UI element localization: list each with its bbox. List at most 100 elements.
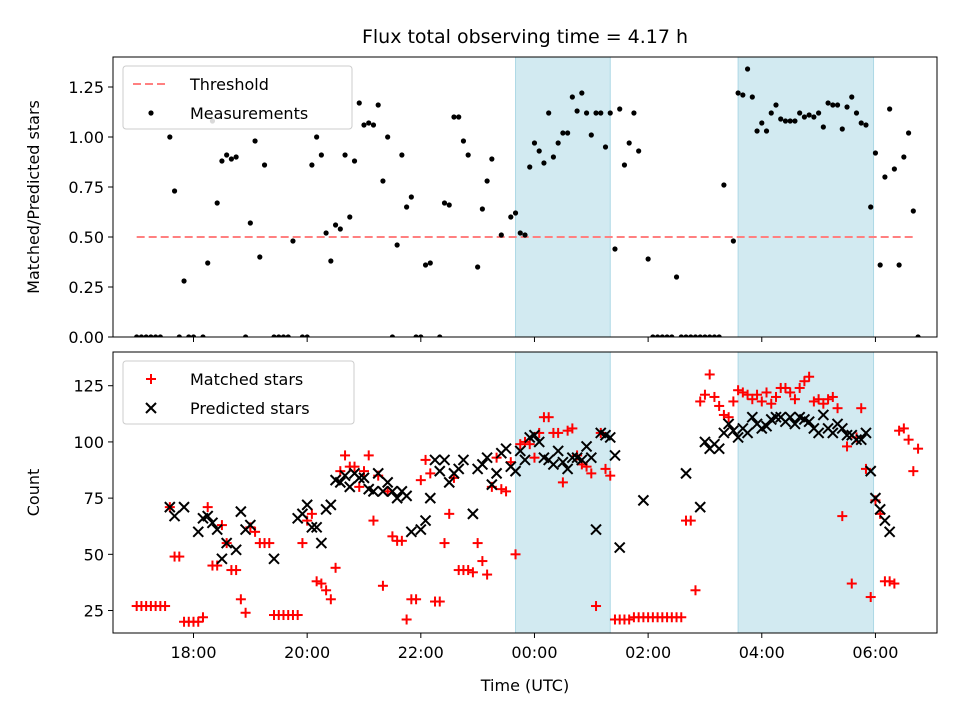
predicted-point [386, 485, 399, 498]
legend-label: Measurements [190, 104, 308, 123]
predicted-point [353, 472, 365, 484]
predicted-point [827, 427, 839, 439]
predicted-point [178, 501, 190, 513]
legend-label: Threshold [189, 75, 269, 94]
measurement-point [787, 118, 793, 124]
measurement-point [763, 128, 770, 134]
measurement-point [778, 116, 784, 122]
measurement-point [181, 278, 187, 284]
measurement-point [773, 102, 779, 108]
measurement-point [148, 334, 154, 337]
measurement-point [811, 114, 817, 120]
predicted-point [344, 481, 356, 493]
measurement-point [413, 334, 419, 337]
legend-box [122, 65, 353, 130]
predicted-point [561, 463, 574, 475]
measurement-point [314, 134, 320, 140]
predicted-point [874, 503, 886, 516]
measurement-point [465, 152, 471, 158]
measurement-point [872, 150, 879, 156]
predicted-point [334, 476, 347, 489]
measurement-point [797, 110, 803, 116]
predicted-point [391, 492, 403, 504]
matched-point [889, 578, 900, 589]
y-tick-label: 1.25 [68, 78, 104, 97]
measurement-point [569, 94, 575, 100]
measurement-point [659, 334, 665, 337]
measurement-point [683, 334, 689, 337]
measurement-point [579, 90, 585, 96]
matched-point [747, 394, 758, 405]
predicted-point [434, 465, 446, 477]
predicted-point [358, 472, 370, 484]
predicted-point [637, 494, 650, 507]
measurement-point [716, 334, 722, 337]
measurement-point [394, 242, 400, 248]
x-tick-label: 04:00 [739, 643, 785, 662]
measurement-point [280, 334, 287, 337]
measurement-point [782, 118, 789, 124]
measurement-point [678, 334, 684, 337]
measurement-point [489, 156, 495, 162]
measurement-point [375, 102, 381, 108]
measurement-point [456, 114, 462, 120]
matched-point [780, 382, 791, 393]
predicted-point [789, 418, 801, 430]
predicted-point [580, 440, 593, 453]
measurement-point [905, 130, 912, 136]
matched-point [752, 389, 763, 400]
predicted-point [301, 499, 313, 511]
measurement-point [574, 108, 580, 114]
measurement-point [877, 262, 883, 268]
measurement-point [138, 334, 145, 337]
measurement-point [891, 166, 897, 172]
matched-point [676, 612, 687, 623]
measurement-point [214, 200, 220, 206]
predicted-point [680, 467, 692, 480]
y-tick-label: 100 [73, 433, 104, 452]
measurement-point [404, 204, 410, 210]
bottom-panel: 25 50 75 100 125 18:00 20:00 22:00 00:00 02:00 04:… [24, 351, 938, 695]
measurement-point [153, 334, 159, 337]
predicted-point [481, 451, 493, 464]
matched-point [770, 391, 781, 402]
matched-point [718, 409, 729, 420]
matched-point [325, 594, 336, 605]
axes-frame [112, 351, 938, 634]
measurement-point [517, 230, 523, 236]
measurement-point [233, 154, 239, 160]
measurement-point [759, 120, 765, 126]
axes-frame [112, 56, 938, 338]
matched-point [557, 477, 568, 488]
measurement-point [621, 162, 628, 168]
predicted-point [609, 449, 621, 462]
measurement-point [612, 246, 618, 252]
predicted-point [841, 429, 853, 441]
matched-point [401, 614, 412, 625]
measurement-point [366, 120, 372, 126]
measurement-point [721, 182, 727, 188]
matched-point [884, 576, 895, 587]
matched-point [690, 585, 701, 596]
measurement-point [342, 152, 348, 158]
matched-point [756, 396, 767, 407]
measurement-point [437, 334, 443, 337]
predicted-point [855, 433, 867, 446]
measurement-point [522, 232, 528, 238]
y-tick-label: 0.25 [68, 278, 104, 297]
matched-point [439, 538, 450, 549]
measurement-point [792, 118, 798, 124]
measurement-point [460, 138, 467, 144]
x-tick-label: 02:00 [625, 643, 671, 662]
measurement-point [219, 158, 225, 164]
matched-point [624, 614, 635, 625]
measurement-point [332, 222, 339, 228]
measurement-point [583, 110, 590, 116]
y-tick-label: 25 [84, 602, 104, 621]
measurement-point [555, 140, 561, 146]
measurement-point [347, 214, 353, 220]
measurement-point [186, 334, 192, 337]
matched-point [425, 468, 436, 479]
measurement-point [887, 106, 893, 112]
matched-point [704, 369, 715, 380]
